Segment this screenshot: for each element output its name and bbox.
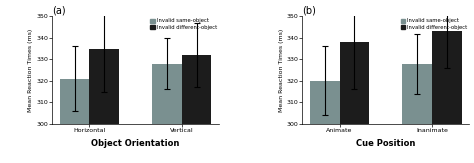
Bar — [402, 64, 432, 163]
Bar — [60, 79, 89, 163]
Bar — [152, 64, 182, 163]
Bar — [339, 42, 369, 163]
Bar — [89, 49, 119, 163]
Text: (a): (a) — [52, 6, 66, 15]
Text: (b): (b) — [302, 6, 316, 15]
Bar — [310, 81, 339, 163]
Y-axis label: Mean Reaction Times (ms): Mean Reaction Times (ms) — [28, 29, 33, 112]
Bar — [182, 55, 211, 163]
Legend: Invalid same-object, Invalid different-object: Invalid same-object, Invalid different-o… — [149, 17, 218, 31]
Legend: Invalid same-object, Invalid different-object: Invalid same-object, Invalid different-o… — [400, 17, 468, 31]
X-axis label: Object Orientation: Object Orientation — [91, 139, 180, 148]
Y-axis label: Mean Reaction Times (ms): Mean Reaction Times (ms) — [279, 29, 283, 112]
Bar — [432, 31, 462, 163]
X-axis label: Cue Position: Cue Position — [356, 139, 416, 148]
